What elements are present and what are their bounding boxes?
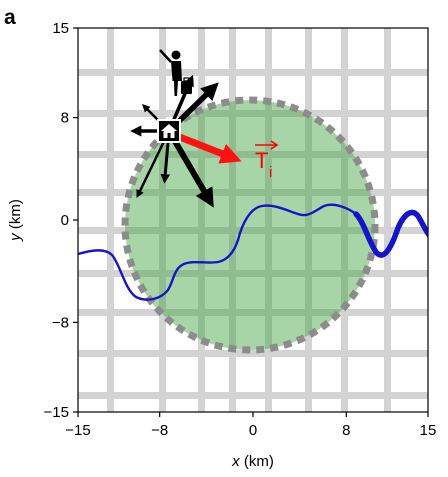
y-tick-label: −8 — [52, 314, 69, 331]
x-tick-label: 8 — [342, 422, 350, 439]
y-tick-label: −15 — [44, 404, 69, 421]
x-axis-var: x — [231, 453, 240, 470]
y-tick-label: 0 — [61, 212, 69, 229]
y-axis-unit: (km) — [7, 199, 24, 233]
vector-label: T i — [255, 140, 279, 181]
x-tick-label: 0 — [249, 422, 257, 439]
x-tick-label: 15 — [420, 422, 437, 439]
traveler-icon — [159, 49, 192, 96]
river — [78, 203, 358, 301]
vector-label-letter: T — [255, 148, 268, 173]
x-tick-label: −8 — [151, 422, 168, 439]
road-grid — [78, 28, 428, 412]
x-axis-unit: (km) — [240, 453, 274, 470]
river-wide-section — [353, 209, 428, 258]
vector-label-subscript: i — [269, 164, 272, 181]
y-axis-title: y (km) — [7, 199, 24, 242]
y-tick-label: 15 — [52, 20, 69, 37]
y-tick-label: 8 — [61, 110, 69, 127]
y-axis-var: y — [7, 232, 24, 242]
x-tick-label: −15 — [65, 422, 90, 439]
x-axis-title: x (km) — [231, 453, 274, 470]
house-icon — [157, 119, 181, 143]
resultant-vector — [170, 130, 242, 164]
x-axis-ticks: −15 −8 0 8 15 — [65, 412, 436, 439]
plot-area — [78, 28, 428, 412]
panel-label: a — [4, 6, 16, 29]
service-zone-border — [121, 96, 379, 354]
y-axis-ticks: −15 −8 0 8 15 — [44, 20, 78, 421]
